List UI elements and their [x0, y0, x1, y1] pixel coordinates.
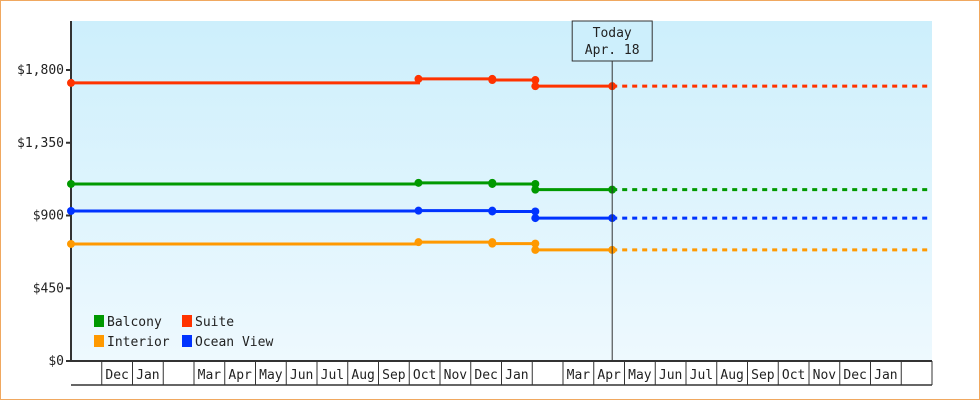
- month-label: May: [628, 368, 652, 383]
- month-label: Jul: [321, 368, 344, 383]
- y-tick-label: $1,350: [17, 136, 64, 151]
- month-label: Jul: [690, 368, 713, 383]
- data-point-balcony: [488, 179, 497, 188]
- plot-area: [71, 21, 932, 361]
- data-point-suite: [414, 74, 423, 83]
- month-label: Oct: [413, 368, 436, 383]
- month-label: Jun: [659, 368, 682, 383]
- data-point-interior: [488, 239, 497, 248]
- data-point-suite: [531, 82, 540, 91]
- data-point-suite: [531, 76, 540, 85]
- data-point-ocean-view: [67, 206, 75, 215]
- month-label: Dec: [474, 368, 497, 383]
- month-label: Jan: [136, 368, 159, 383]
- data-point-balcony: [531, 179, 540, 188]
- legend-swatch: [94, 315, 104, 327]
- month-label: Jan: [874, 368, 897, 383]
- today-label: Today: [593, 26, 632, 41]
- data-point-ocean-view: [531, 207, 540, 216]
- month-label: Nov: [813, 368, 837, 383]
- y-tick-label: $0: [48, 354, 64, 369]
- y-tick-label: $1,800: [17, 63, 64, 78]
- data-point-interior: [531, 239, 540, 248]
- data-point-interior: [67, 239, 75, 248]
- legend-swatch: [182, 315, 192, 327]
- today-date: Apr. 18: [585, 43, 640, 58]
- today-box: [571, 20, 653, 62]
- legend-swatch: [182, 335, 192, 347]
- y-tick-label: $900: [33, 209, 64, 224]
- data-point-ocean-view: [531, 214, 540, 223]
- legend-label: Suite: [195, 315, 234, 330]
- month-label: Apr: [228, 368, 252, 383]
- month-label: Nov: [444, 368, 468, 383]
- month-label: Mar: [198, 368, 222, 383]
- legend-label: Balcony: [107, 315, 162, 330]
- data-point-balcony: [414, 178, 423, 187]
- y-tick-label: $450: [33, 281, 64, 296]
- month-label: Aug: [351, 368, 374, 383]
- data-point-ocean-view: [414, 206, 423, 215]
- month-label: Oct: [782, 368, 805, 383]
- data-point-balcony: [67, 179, 75, 188]
- month-label: Sep: [751, 368, 775, 383]
- month-label: Jan: [505, 368, 528, 383]
- month-label: May: [259, 368, 283, 383]
- data-point-suite: [67, 78, 75, 87]
- month-label: Sep: [382, 368, 406, 383]
- legend-label: Interior: [107, 335, 170, 350]
- month-label: Mar: [567, 368, 591, 383]
- data-point-balcony: [531, 185, 540, 194]
- month-label: Jun: [290, 368, 313, 383]
- legend-label: Ocean View: [195, 335, 273, 350]
- data-point-interior: [414, 238, 423, 247]
- data-point-suite: [488, 76, 497, 85]
- data-point-interior: [531, 245, 540, 254]
- month-label: Dec: [843, 368, 866, 383]
- legend-swatch: [94, 335, 104, 347]
- month-label: Apr: [597, 368, 621, 383]
- data-point-ocean-view: [488, 207, 497, 216]
- month-label: Dec: [105, 368, 128, 383]
- month-label: Aug: [720, 368, 743, 383]
